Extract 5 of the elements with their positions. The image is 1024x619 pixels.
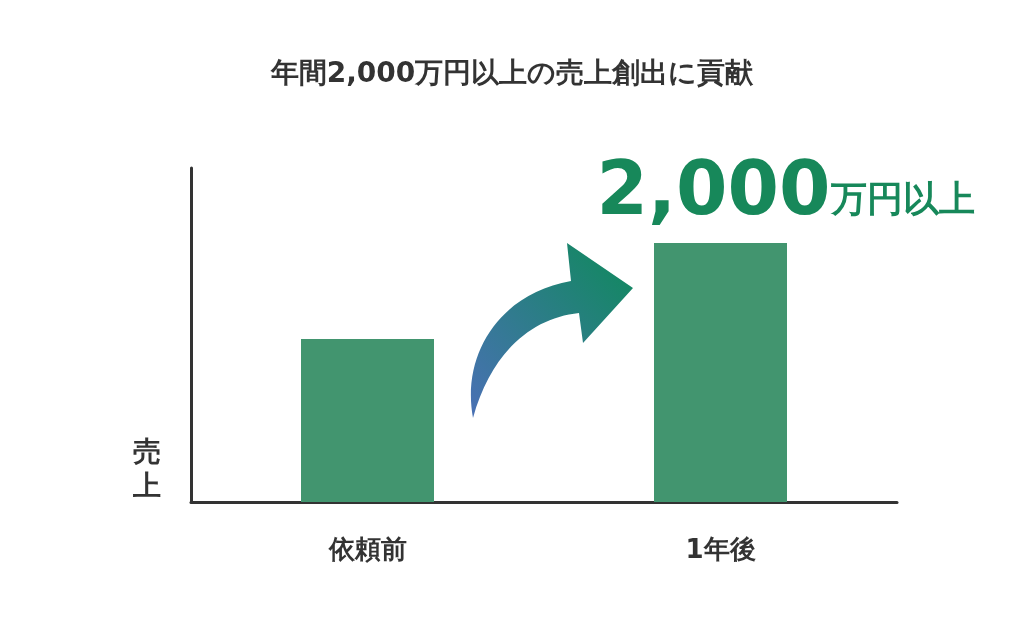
x-tick-label: 依頼前 (327, 534, 407, 564)
chart-title: 年間2,000万円以上の売上創出に貢献 (269, 55, 755, 89)
y-axis-title: 売上 (132, 434, 161, 502)
x-tick-label: 1年後 (685, 534, 756, 564)
annotation: 2,000万円以上 (596, 145, 975, 232)
